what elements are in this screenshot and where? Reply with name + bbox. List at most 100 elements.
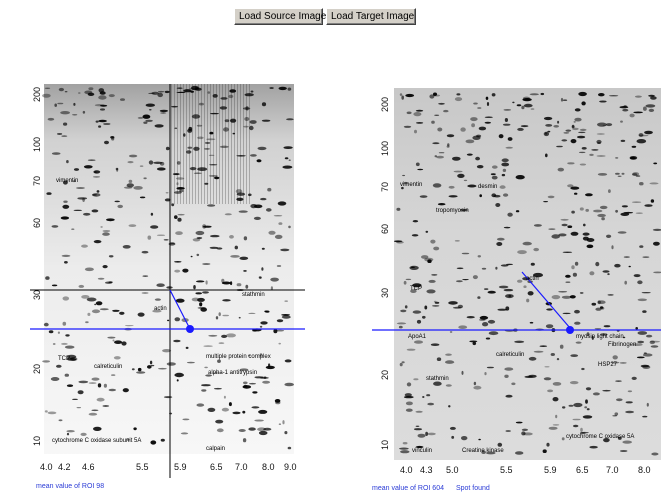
protein-spot — [501, 158, 509, 163]
protein-spot — [491, 93, 496, 97]
protein-spot — [559, 344, 564, 349]
protein-spot — [466, 153, 473, 156]
protein-spot — [608, 95, 619, 97]
protein-spot — [529, 93, 539, 96]
protein-spot — [83, 212, 91, 216]
protein-spot — [615, 172, 620, 175]
protein-spot — [645, 104, 656, 108]
protein-spot — [528, 356, 537, 361]
protein-spot — [413, 428, 423, 431]
protein-spot — [265, 310, 270, 313]
y-tick: 100 — [380, 141, 390, 156]
protein-spot — [552, 382, 562, 386]
protein-spot — [487, 290, 496, 294]
protein-spot — [469, 340, 478, 343]
protein-spot — [193, 172, 202, 174]
protein-spot — [475, 156, 480, 161]
protein-spot — [622, 440, 632, 444]
protein-spot — [457, 304, 463, 309]
protein-spot — [625, 401, 633, 404]
protein-spot — [278, 342, 281, 345]
match-vector — [521, 271, 571, 329]
load-target-image-button[interactable]: Load Target Image — [326, 8, 416, 25]
protein-spot — [486, 366, 494, 369]
protein-spot — [400, 450, 410, 454]
protein-spot — [186, 150, 192, 154]
protein-spot — [145, 119, 153, 122]
target-status-spot: Spot found — [455, 485, 490, 492]
protein-spot — [614, 263, 621, 268]
protein-spot — [505, 394, 513, 398]
protein-spot — [524, 375, 533, 378]
target-gel-image[interactable]: 200 100 70 60 30 20 10 4.0 4.3 5.0 5.5 5… — [372, 84, 661, 482]
selected-spot-marker[interactable] — [186, 325, 194, 333]
protein-spot — [273, 215, 283, 217]
protein-spot — [177, 217, 182, 222]
annotation: calpain — [206, 446, 225, 452]
protein-spot — [642, 415, 648, 418]
protein-spot — [505, 294, 514, 299]
protein-spot — [142, 275, 149, 277]
matched-spot-marker[interactable] — [566, 326, 574, 334]
protein-spot — [550, 353, 555, 356]
protein-spot — [556, 358, 560, 361]
protein-spot — [81, 244, 88, 248]
protein-spot — [170, 242, 175, 244]
protein-spot — [620, 139, 626, 142]
protein-spot — [568, 404, 574, 407]
protein-spot — [473, 381, 477, 386]
source-gel-image[interactable]: 200 100 70 60 30 20 10 4.0 4.2 4.6 5.5 5… — [30, 78, 305, 480]
protein-spot — [545, 324, 554, 329]
protein-spot — [405, 408, 413, 412]
protein-spot — [623, 211, 634, 214]
protein-spot — [61, 254, 71, 257]
protein-spot — [126, 183, 134, 188]
protein-spot — [87, 312, 91, 316]
protein-spot — [427, 402, 434, 406]
protein-spot — [578, 91, 587, 97]
protein-spot — [567, 162, 575, 165]
load-source-image-button[interactable]: Load Source Image — [234, 8, 326, 25]
protein-spot — [448, 301, 458, 305]
protein-spot — [202, 291, 209, 294]
x-tick: 4.3 — [420, 465, 433, 475]
protein-spot — [571, 125, 575, 129]
protein-spot — [582, 232, 590, 236]
protein-spot — [236, 155, 246, 157]
protein-spot — [163, 239, 169, 241]
protein-spot — [517, 279, 523, 283]
protein-spot — [108, 94, 115, 98]
protein-spot — [443, 109, 449, 113]
protein-spot — [579, 128, 587, 131]
protein-spot — [280, 248, 290, 252]
y-tick: 200 — [32, 87, 42, 102]
protein-spot — [224, 119, 230, 123]
protein-spot — [416, 319, 422, 324]
protein-spot — [546, 442, 550, 447]
protein-spot — [457, 173, 465, 178]
protein-spot — [261, 267, 264, 271]
protein-spot — [63, 122, 68, 126]
protein-spot — [570, 186, 580, 190]
y-tick: 10 — [380, 440, 390, 450]
protein-spot — [112, 309, 120, 312]
protein-spot — [452, 156, 461, 161]
protein-spot — [51, 225, 59, 228]
protein-spot — [97, 277, 105, 280]
protein-spot — [426, 394, 431, 397]
protein-spot — [578, 151, 586, 154]
protein-spot — [208, 334, 218, 337]
protein-spot — [477, 296, 481, 299]
protein-spot — [649, 182, 659, 185]
protein-spot — [107, 336, 116, 339]
protein-spot — [436, 357, 442, 362]
protein-spot — [425, 431, 428, 436]
protein-spot — [649, 340, 655, 345]
protein-spot — [147, 235, 152, 240]
protein-spot — [498, 134, 504, 139]
protein-spot — [261, 119, 271, 122]
protein-spot — [57, 102, 64, 105]
protein-spot — [514, 340, 525, 343]
protein-spot — [66, 384, 74, 388]
protein-spot — [503, 109, 512, 111]
